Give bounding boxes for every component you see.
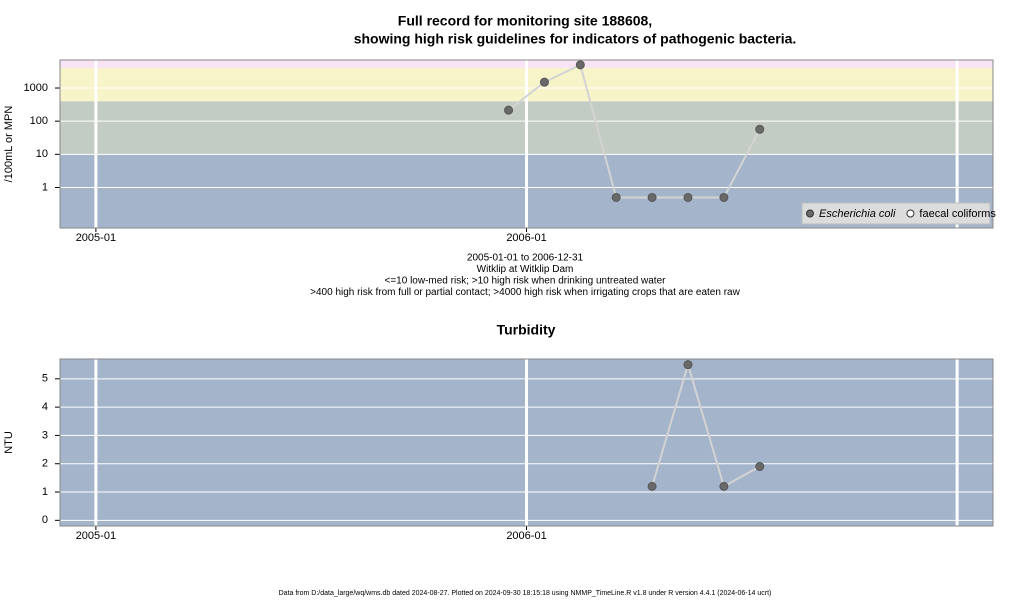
plot-frame bbox=[59, 358, 994, 527]
data-point bbox=[504, 105, 514, 115]
plot-frame bbox=[59, 59, 994, 229]
data-point bbox=[755, 124, 765, 134]
data-point bbox=[647, 481, 657, 491]
y-tick-label: 1000 bbox=[24, 82, 48, 94]
x-tick-label: 2006-01 bbox=[506, 232, 546, 244]
chart-title: Full record for monitoring site 188608, bbox=[398, 13, 652, 29]
chart-title: Turbidity bbox=[497, 322, 556, 338]
y-axis-label: /100mL or MPN bbox=[3, 106, 15, 183]
data-point bbox=[683, 192, 693, 202]
data-point bbox=[683, 360, 693, 370]
data-point bbox=[719, 192, 729, 202]
x-tick-label: 2006-01 bbox=[506, 530, 546, 542]
legend-marker bbox=[806, 209, 814, 218]
y-tick-label: 10 bbox=[36, 148, 48, 160]
legend-marker bbox=[906, 209, 915, 218]
y-tick-label: 100 bbox=[30, 115, 48, 127]
y-tick-label: 3 bbox=[42, 429, 48, 441]
data-point bbox=[539, 77, 549, 87]
x-tick-label: 2005-01 bbox=[76, 530, 116, 542]
legend-label: Escherichia coli bbox=[819, 208, 896, 220]
series-line bbox=[651, 361, 761, 488]
subtitle: Witklip at Witklip Dam bbox=[477, 264, 574, 275]
footnote: Data from D:/data_large/wq/wms.db dated … bbox=[279, 590, 772, 597]
y-tick-label: 2 bbox=[42, 458, 48, 470]
y-axis-label: NTU bbox=[3, 431, 15, 454]
y-tick-label: 4 bbox=[42, 401, 48, 413]
series-line bbox=[507, 63, 761, 199]
x-tick-label: 2005-01 bbox=[76, 232, 116, 244]
y-tick-label: 1 bbox=[42, 486, 48, 498]
subtitle: <=10 low-med risk; >10 high risk when dr… bbox=[385, 276, 667, 287]
subtitle: >400 high risk from full or partial cont… bbox=[310, 287, 740, 298]
data-point bbox=[755, 462, 765, 472]
subtitle: 2005-01-01 to 2006-12-31 bbox=[467, 253, 584, 264]
data-point bbox=[647, 192, 657, 202]
y-tick-label: 1 bbox=[42, 181, 48, 193]
y-tick-label: 0 bbox=[42, 514, 48, 526]
y-tick-label: 5 bbox=[42, 373, 48, 385]
chart-title: showing high risk guidelines for indicat… bbox=[354, 31, 797, 47]
legend-box bbox=[801, 202, 991, 225]
data-point bbox=[575, 60, 585, 70]
data-point bbox=[611, 192, 621, 202]
data-point bbox=[719, 481, 729, 491]
legend-label: faecal coliforms bbox=[919, 208, 996, 220]
